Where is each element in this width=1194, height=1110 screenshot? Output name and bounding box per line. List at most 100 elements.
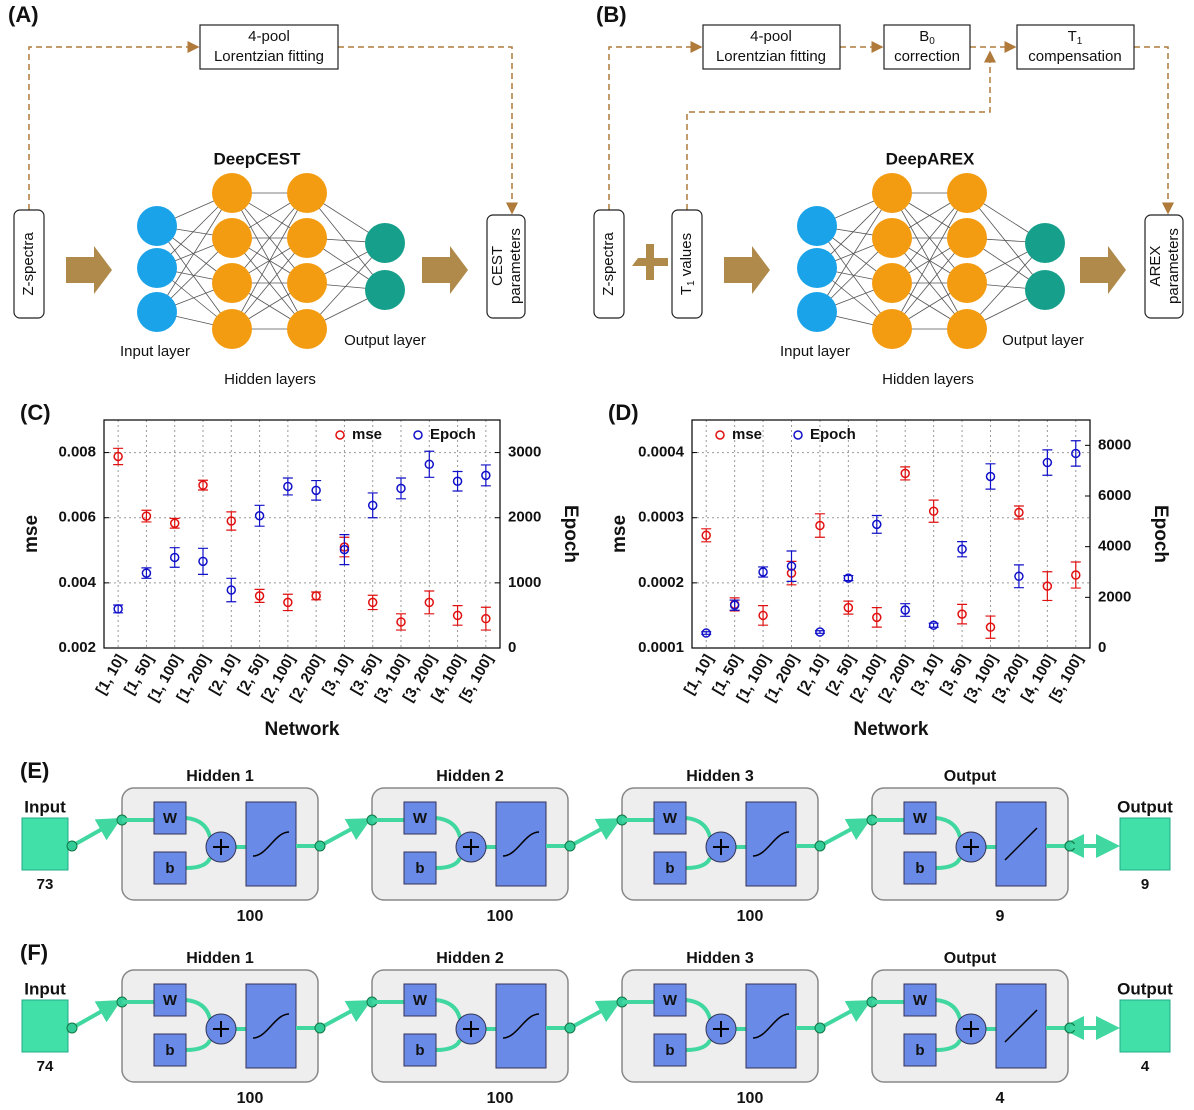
neuron (797, 292, 837, 332)
data-point (113, 451, 123, 462)
layer-size: 100 (237, 1090, 264, 1107)
y-tick-label: 0.004 (58, 574, 96, 591)
plus (713, 1021, 729, 1037)
neuron (947, 218, 987, 258)
y-tick-label: 0.006 (58, 509, 96, 526)
weight-label: W (413, 992, 428, 1009)
neuron (1025, 270, 1065, 310)
neuron (287, 218, 327, 258)
data-point (254, 511, 265, 521)
transfer-function (752, 831, 790, 857)
output-box (1144, 214, 1184, 319)
data-point (452, 476, 463, 486)
data-point (957, 544, 967, 554)
error-bar (1070, 440, 1081, 467)
error-bar (480, 606, 491, 631)
data-point (843, 602, 854, 613)
block-arrow (66, 246, 112, 294)
data-point (367, 500, 378, 511)
error-bar (452, 605, 463, 626)
box-text: Lorentzian fitting (716, 48, 826, 65)
weight-label: W (163, 810, 178, 827)
text: values (678, 233, 695, 281)
junction (66, 840, 78, 852)
link (319, 818, 372, 848)
error-bar (957, 603, 968, 625)
link (372, 816, 496, 870)
error-bar (1042, 571, 1053, 602)
junction (814, 840, 826, 852)
data-point (872, 519, 882, 530)
junction (564, 840, 576, 852)
data-point (701, 628, 711, 638)
box-text: compensation (1028, 48, 1121, 65)
error-bar (1070, 561, 1081, 589)
error-bar (928, 499, 939, 523)
box-text: B0 (919, 28, 935, 47)
error-bar (786, 550, 797, 582)
y2-tick-label: 8000 (1098, 436, 1131, 453)
link (71, 818, 122, 848)
data-point (815, 627, 825, 637)
junction (314, 840, 326, 852)
bias-box (653, 851, 687, 885)
y2-tick-label: 1000 (508, 574, 541, 591)
weight-box (653, 983, 687, 1017)
data-point (701, 530, 711, 541)
link (319, 1000, 372, 1030)
output-block (1119, 817, 1171, 871)
layer-label: Input layer (120, 343, 190, 360)
neuron (872, 263, 912, 303)
link (569, 1000, 622, 1030)
error-bar (226, 577, 237, 603)
bias-box (153, 851, 187, 885)
block-arrow (422, 246, 468, 294)
weight-label: W (413, 810, 428, 827)
fitting-box (702, 24, 841, 70)
neuron (212, 218, 252, 258)
error-bar (480, 464, 491, 487)
legend-marker (793, 430, 803, 440)
input-label: Input (24, 797, 66, 816)
data-point (928, 620, 939, 630)
data-point (283, 481, 293, 492)
plus (713, 839, 729, 855)
error-bar (985, 463, 996, 490)
data-point (1014, 507, 1024, 518)
error-bar (169, 547, 180, 568)
layer-size: 4 (996, 1090, 1005, 1107)
layer-name: Hidden 3 (686, 950, 754, 967)
connection (231, 192, 308, 330)
bias-box (903, 1033, 937, 1067)
layer-name: Output (944, 768, 997, 785)
neuron (797, 206, 837, 246)
data-point (424, 459, 435, 470)
neuron (137, 248, 177, 288)
error-bar (113, 447, 124, 466)
data-point (985, 471, 996, 482)
dashed-arrow (338, 46, 518, 215)
weight-label: W (913, 992, 928, 1009)
neuron (947, 309, 987, 349)
bias-box (403, 1033, 437, 1067)
box-text: parameters (1165, 228, 1182, 304)
bias-label: b (915, 1042, 924, 1059)
error-bar (758, 605, 769, 626)
bias-box (903, 851, 937, 885)
y2-axis-label: Epoch (1150, 505, 1171, 563)
weight-box (403, 983, 437, 1017)
layer-label: Hidden layers (224, 371, 316, 388)
legend-label: Epoch (810, 426, 856, 443)
plot-frame (103, 419, 501, 649)
y-axis-label: mse (609, 515, 630, 553)
panel-label: (D) (608, 400, 639, 425)
neuron (287, 309, 327, 349)
y2-tick-label: 4000 (1098, 538, 1131, 555)
error-bar (254, 504, 265, 527)
data-point (843, 573, 854, 583)
input-block (21, 999, 69, 1053)
plus (213, 1021, 229, 1037)
weight-box (903, 983, 937, 1017)
neuron (365, 270, 405, 310)
data-point (957, 609, 967, 619)
